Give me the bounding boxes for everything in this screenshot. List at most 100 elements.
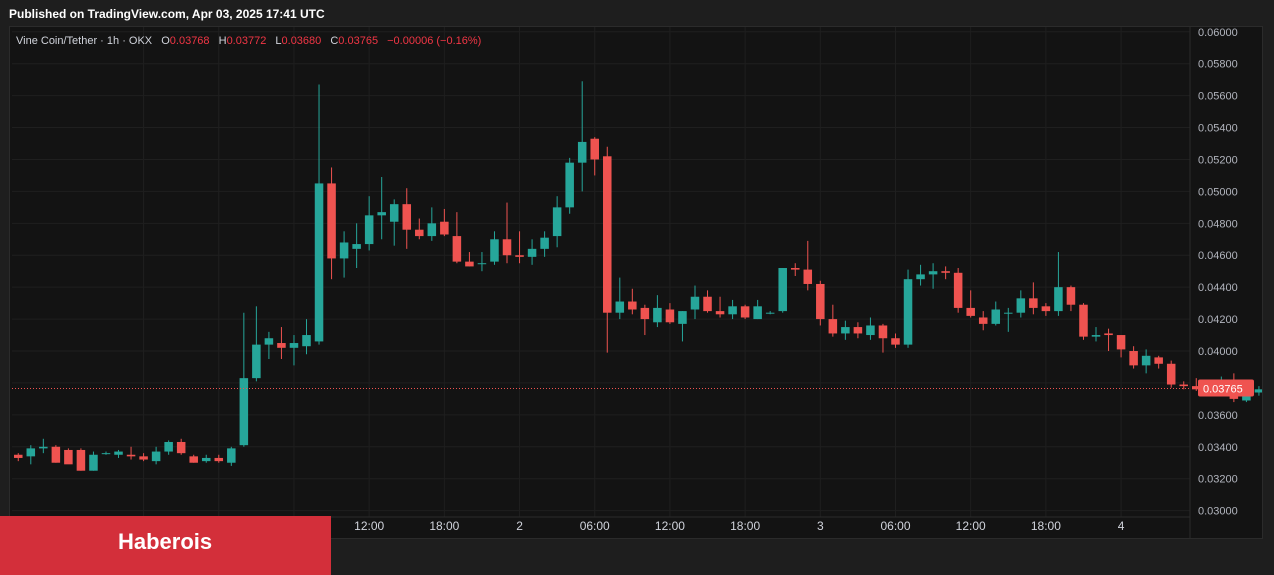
candle-body [841,327,850,334]
y-tick-label: 0.03200 [1198,474,1238,486]
candle [277,327,286,359]
candle [978,311,988,331]
candle [577,81,587,192]
candle-body [1029,298,1038,308]
candle [201,454,211,463]
y-tick-label: 0.05000 [1198,186,1238,198]
chart-panel[interactable]: 0.030000.032000.034000.036000.038000.040… [9,26,1263,539]
candle-body [540,237,549,249]
candle [1104,328,1113,352]
candle-body [189,456,198,463]
candle-body [26,448,36,457]
candle [1116,335,1126,358]
candle [339,231,349,278]
y-tick-label: 0.04800 [1198,218,1238,230]
candle-body [653,307,662,323]
candle-body [402,204,412,230]
candle [690,285,700,320]
x-tick-label: 12:00 [956,519,986,533]
candle-body [214,457,224,462]
candle-body [552,207,562,237]
candle-body [816,283,825,320]
candle-body [176,441,186,454]
candle-body [715,311,725,315]
candle-body [778,268,787,312]
close-value: 0.03765 [338,35,379,47]
candle [1179,381,1188,390]
candle [327,167,336,280]
candle [1054,252,1063,316]
candle-body [1079,304,1088,337]
brand-name: Haberois [118,529,213,554]
candle [715,296,725,318]
candle-body [1179,384,1188,387]
candle-body [477,263,487,265]
candle-body [377,212,386,216]
candle [51,445,61,463]
candle-body [740,306,750,318]
y-tick-label: 0.03400 [1198,442,1238,454]
y-tick-label: 0.04000 [1198,346,1238,358]
candle-body [690,296,700,310]
candle [628,288,637,315]
candle-body [1054,287,1063,312]
candle [853,322,863,339]
close-key: C [330,35,339,47]
candle-body [252,344,261,379]
candle [1004,307,1013,332]
candle-body [891,338,900,345]
candle [803,240,813,291]
y-tick-label: 0.05800 [1198,59,1238,71]
candle [953,268,963,313]
candle-body [490,239,499,262]
candle-body [590,138,599,160]
candle [941,266,950,280]
candle-body [1041,306,1051,312]
candle [753,299,762,320]
candle-body [966,307,975,316]
candle-body [39,446,48,449]
ohlc-legend: Vine Coin/Tether · 1h · OKX O0.03768 H0.… [16,35,481,47]
candle-body [126,454,136,457]
x-tick-label: 12:00 [354,519,384,533]
candle-body [728,306,737,315]
grid-lines [10,27,1191,538]
candle-body [828,319,838,334]
x-tick-label: 18:00 [1031,519,1061,533]
candle-body [565,162,574,208]
candle-body [364,215,374,245]
candle-body [765,312,775,314]
candle-body [339,242,349,259]
y-tick-label: 0.03000 [1198,506,1238,518]
candle [502,202,512,264]
candle [552,196,562,248]
candle [139,453,148,462]
candles [14,81,1262,471]
y-tick-label: 0.04200 [1198,314,1238,326]
candle-body [1004,312,1013,314]
candlestick-chart[interactable]: 0.030000.032000.034000.036000.038000.040… [10,27,1263,539]
y-tick-label: 0.03600 [1198,410,1238,422]
candle-body [1066,287,1076,305]
candle [590,137,599,176]
candle [352,223,361,269]
candle [314,84,324,345]
x-tick-label: 18:00 [429,519,459,533]
candle [928,263,938,289]
candle-body [991,309,1001,324]
candle-body [327,183,336,259]
low-key: L [275,35,282,47]
candle-body [1104,333,1113,336]
candle [728,299,737,320]
candle [377,177,386,240]
high-key: H [218,35,227,47]
x-tick-label: 18:00 [730,519,760,533]
candle [440,208,449,237]
x-tick-label: 4 [1118,519,1125,533]
candle-body [440,221,449,235]
candle [1129,346,1138,369]
candle-body [1141,355,1151,366]
candle-body [853,327,863,334]
candle [164,440,173,455]
candle-body [1254,389,1262,393]
